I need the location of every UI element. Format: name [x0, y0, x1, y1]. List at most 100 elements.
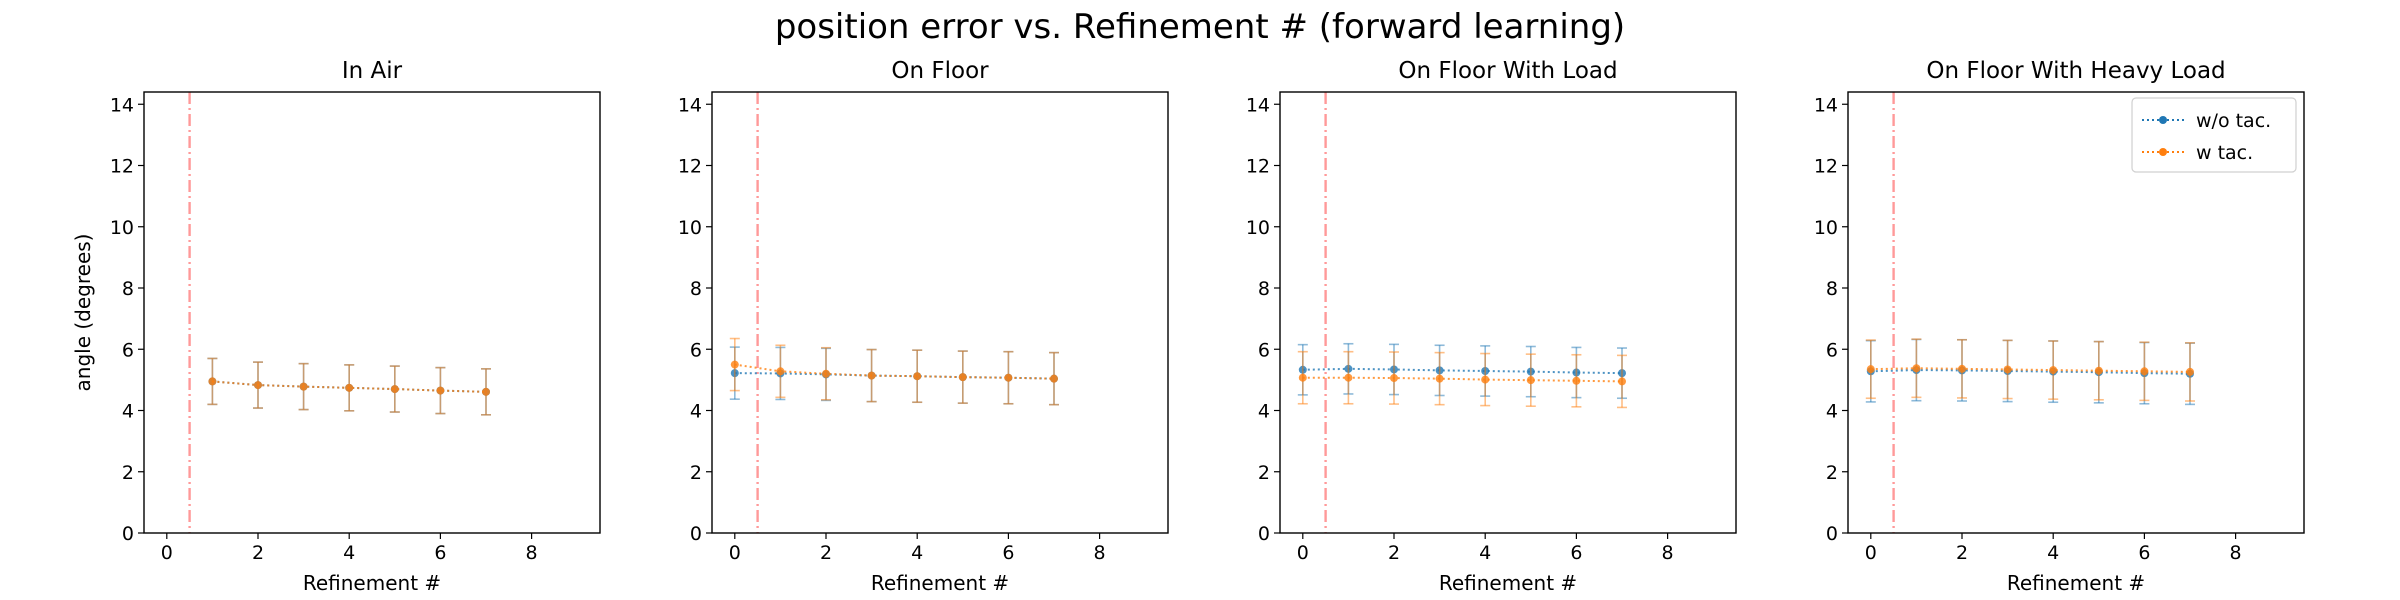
y-tick-label: 6 — [690, 339, 702, 361]
data-point — [958, 373, 967, 382]
data-point — [2094, 366, 2103, 375]
legend-box — [2131, 97, 2297, 173]
y-tick-label: 0 — [1826, 523, 1838, 545]
data-point — [2003, 365, 2012, 374]
x-tick-label: 8 — [2230, 542, 2242, 564]
x-axis-label: Refinement # — [871, 571, 1009, 595]
panel-title: On Floor With Heavy Load — [1926, 58, 2225, 84]
y-tick-label: 2 — [690, 462, 702, 484]
series-w-tac — [1297, 350, 1627, 409]
x-tick-label: 8 — [1662, 542, 1674, 564]
y-tick-label: 4 — [1258, 401, 1270, 423]
y-axis-label: angle (degrees) — [71, 234, 95, 392]
x-tick-label: 6 — [2138, 542, 2150, 564]
data-point — [867, 371, 876, 380]
plot-frame — [1279, 91, 1737, 534]
data-point — [208, 377, 217, 386]
data-point — [1618, 377, 1626, 386]
y-tick-label: 8 — [1258, 278, 1270, 300]
x-tick-label: 6 — [1570, 542, 1582, 564]
series-line — [734, 363, 1055, 380]
y-tick-label: 8 — [122, 278, 134, 300]
y-tick-label: 2 — [1826, 462, 1838, 484]
x-tick-label: 4 — [2047, 542, 2059, 564]
x-tick-label: 2 — [820, 542, 832, 564]
y-tick-label: 4 — [690, 401, 702, 423]
y-tick-label: 12 — [678, 156, 702, 178]
data-point — [1050, 374, 1058, 383]
x-tick-label: 4 — [911, 542, 923, 564]
x-tick-label: 6 — [434, 542, 446, 564]
data-point — [776, 367, 785, 376]
x-axis-label: Refinement # — [1439, 571, 1577, 595]
data-point — [1435, 374, 1444, 383]
panels: In Air 0 2 4 6 8 0 2 4 6 8 10 12 14 Refinement # angle … — [71, 58, 2305, 595]
y-tick-label: 8 — [1826, 278, 1838, 300]
y-tick-label: 6 — [122, 339, 134, 361]
x-tick-label: 2 — [252, 542, 264, 564]
data-point — [1866, 365, 1875, 374]
data-point — [1526, 376, 1535, 385]
y-tick-label: 6 — [1826, 339, 1838, 361]
y-tick-label: 12 — [110, 156, 134, 178]
x-tick-label: 2 — [1956, 542, 1968, 564]
panel-title: On Floor With Load — [1398, 58, 1617, 84]
chart-panel-3: On Floor With Load 0 2 4 6 8 0 2 4 6 8 10 12 14 Refine… — [1246, 58, 1737, 595]
y-tick-label: 0 — [690, 523, 702, 545]
y-tick-label: 4 — [122, 401, 134, 423]
y-tick-label: 2 — [122, 462, 134, 484]
series-line — [1870, 367, 2191, 373]
y-tick-label: 2 — [1258, 462, 1270, 484]
data-point — [913, 372, 922, 381]
x-tick-label: 0 — [161, 542, 173, 564]
series-w-tac — [1865, 338, 2195, 402]
data-point — [390, 385, 399, 394]
figure-title: position error vs. Refinement # (forward… — [775, 7, 1625, 47]
y-tick-label: 14 — [678, 94, 702, 116]
series-w-tac — [729, 337, 1059, 406]
y-tick-label: 14 — [110, 94, 134, 116]
data-point — [1481, 375, 1490, 384]
x-tick-label: 0 — [1865, 542, 1877, 564]
data-point — [1390, 374, 1398, 383]
x-tick-label: 4 — [1479, 542, 1491, 564]
data-point — [1958, 364, 1966, 373]
y-tick-label: 4 — [1826, 401, 1838, 423]
data-point — [1572, 376, 1581, 385]
y-tick-label: 12 — [1814, 156, 1838, 178]
x-tick-label: 0 — [729, 542, 741, 564]
y-tick-label: 14 — [1246, 94, 1270, 116]
series-line — [1870, 369, 2191, 375]
chart-panel-4: On Floor With Heavy Load 0 2 4 6 8 0 2 4 6 8 10 12 14… — [1814, 58, 2305, 595]
x-axis-label: Refinement # — [303, 571, 441, 595]
legend-label: w tac. — [2196, 142, 2253, 164]
data-point — [730, 360, 739, 369]
y-tick-label: 12 — [1246, 156, 1270, 178]
x-tick-label: 8 — [526, 542, 538, 564]
y-tick-label: 0 — [1258, 523, 1270, 545]
data-point — [2049, 366, 2058, 375]
y-tick-label: 6 — [1258, 339, 1270, 361]
panel-title: In Air — [342, 58, 403, 84]
data-point — [1912, 364, 1921, 373]
y-tick-label: 10 — [1814, 217, 1838, 239]
chart-panel-1: In Air 0 2 4 6 8 0 2 4 6 8 10 12 14 Refinement # angle … — [71, 58, 601, 595]
data-point — [822, 369, 830, 378]
panel-title: On Floor — [891, 58, 989, 84]
x-axis-label: Refinement # — [2007, 571, 2145, 595]
legend: w/o tac. w tac. — [2131, 97, 2297, 173]
series-line — [1302, 367, 1623, 375]
data-point — [1004, 373, 1013, 382]
data-point — [1344, 373, 1353, 382]
x-tick-label: 4 — [343, 542, 355, 564]
x-tick-label: 6 — [1002, 542, 1014, 564]
plot-frame — [711, 91, 1169, 534]
legend-marker — [2159, 148, 2167, 156]
legend-label: w/o tac. — [2196, 110, 2271, 132]
data-point — [1298, 373, 1307, 382]
series-w-tac — [207, 357, 491, 416]
y-tick-label: 0 — [122, 523, 134, 545]
chart-panel-2: On Floor 0 2 4 6 8 0 2 4 6 8 10 12 14 Refinement # — [678, 58, 1169, 595]
y-tick-label: 14 — [1814, 94, 1838, 116]
